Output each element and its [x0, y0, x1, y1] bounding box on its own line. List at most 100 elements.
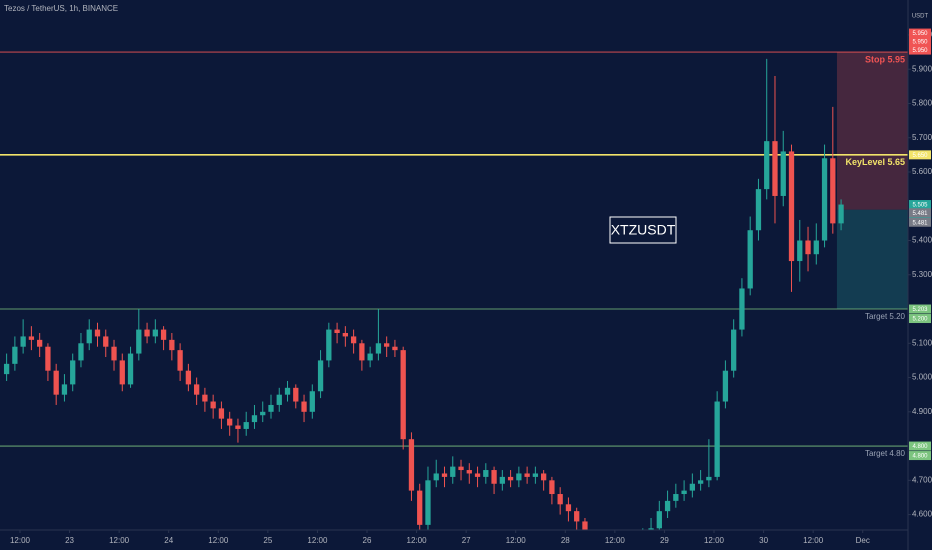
price-badge — [909, 37, 931, 47]
candle-body — [466, 470, 472, 474]
y-tick-label: 5.300 — [912, 270, 932, 279]
candle-body — [152, 329, 158, 337]
candle-body — [681, 490, 687, 495]
candle-body — [193, 384, 200, 395]
price-badge-label: 5.203 — [912, 307, 928, 313]
price-badge — [909, 150, 931, 160]
candle-body — [805, 240, 811, 255]
y-tick-label: 5.100 — [912, 338, 932, 347]
candle-body — [813, 240, 819, 255]
candle-body — [491, 470, 497, 484]
candle-body — [722, 370, 729, 402]
price-badge — [909, 208, 931, 218]
candle-body — [160, 329, 167, 340]
price-badge — [909, 304, 931, 314]
y-tick-label: 5.000 — [912, 373, 932, 382]
y-tick-label: 5.900 — [912, 64, 932, 73]
candle-body — [136, 329, 142, 354]
position-reward — [836, 209, 908, 310]
candle-body — [549, 480, 555, 495]
candle-body — [656, 511, 662, 529]
y-tick-label: 5.400 — [912, 236, 932, 245]
candle-body — [689, 483, 696, 491]
position-risk — [836, 52, 908, 210]
candle-body — [755, 189, 762, 231]
price-badge-label: 4.800 — [912, 444, 928, 450]
candle-body — [557, 494, 563, 505]
candle-body — [342, 333, 348, 337]
plot-area — [0, 51, 908, 530]
candle-body — [772, 141, 778, 196]
candle-body — [780, 151, 786, 196]
candle-body — [582, 521, 588, 530]
price-badge — [909, 217, 931, 227]
candle-body — [45, 346, 51, 371]
candle-body — [202, 394, 208, 402]
candle-body — [317, 360, 324, 392]
currency-label: USDT — [912, 14, 929, 20]
level-label: KeyLevel 5.65 — [845, 157, 905, 167]
candle-body — [185, 370, 192, 385]
price-badge-label: 5.200 — [912, 317, 928, 323]
x-tick-label: Dec — [856, 536, 870, 545]
candle-body — [739, 288, 745, 330]
candle-body — [507, 476, 514, 481]
price-badge — [909, 200, 931, 210]
price-badge-label: 5.650 — [912, 153, 928, 159]
x-tick-label: 29 — [660, 536, 669, 545]
candle-body — [169, 339, 175, 351]
candle-body — [227, 418, 233, 426]
x-tick-label: 12:00 — [704, 536, 725, 545]
candle-body — [86, 329, 92, 344]
x-tick-label: 28 — [561, 536, 570, 545]
candle-body — [408, 439, 415, 491]
x-tick-label: 12:00 — [109, 536, 130, 545]
price-badge — [909, 441, 931, 451]
x-tick-label: 26 — [363, 536, 372, 545]
x-tick-label: 12:00 — [307, 536, 328, 545]
candle-body — [788, 151, 795, 262]
price-badge-label: 5.481 — [912, 220, 928, 226]
candle-body — [127, 353, 134, 385]
candle-body — [70, 360, 76, 385]
candle-body — [177, 350, 183, 371]
candle-body — [94, 329, 101, 337]
candle-body — [293, 387, 299, 402]
candle-body — [838, 204, 844, 224]
candle-body — [78, 343, 84, 361]
candle-body — [830, 158, 836, 224]
x-tick-label: 27 — [462, 536, 471, 545]
candle-body — [731, 329, 737, 371]
candle-body — [218, 408, 225, 419]
x-tick-label: 12:00 — [10, 536, 31, 545]
price-badge-label: 5.950 — [912, 48, 928, 54]
candle-body — [532, 473, 539, 477]
x-tick-label: 25 — [263, 536, 272, 545]
candle-body — [747, 230, 753, 289]
x-tick-label: 12:00 — [506, 536, 527, 545]
candle-body — [441, 473, 448, 477]
candle-body — [565, 504, 572, 512]
candle-body — [359, 343, 365, 361]
level-label: Target 4.80 — [865, 449, 906, 458]
candle-body — [276, 394, 282, 405]
price-badge-label: 5.505 — [912, 203, 928, 209]
price-badge-label: 4.800 — [912, 454, 928, 460]
candle-body — [326, 329, 332, 361]
candle-body — [251, 415, 258, 423]
candle-body — [540, 473, 547, 481]
candle-body — [673, 494, 679, 501]
x-tick-label: 24 — [164, 536, 173, 545]
y-tick-label: 5.800 — [912, 99, 932, 108]
candle-body — [648, 528, 654, 530]
candle-body — [350, 336, 357, 344]
axes: 6.0005.9005.8005.7005.6005.4005.3005.100… — [10, 28, 932, 545]
candle-body — [309, 391, 315, 412]
x-tick-label: 12:00 — [803, 536, 824, 545]
x-tick-label: 12:00 — [208, 536, 229, 545]
candle-body — [111, 346, 117, 361]
candle-body — [400, 350, 406, 440]
candle-body — [483, 470, 489, 477]
